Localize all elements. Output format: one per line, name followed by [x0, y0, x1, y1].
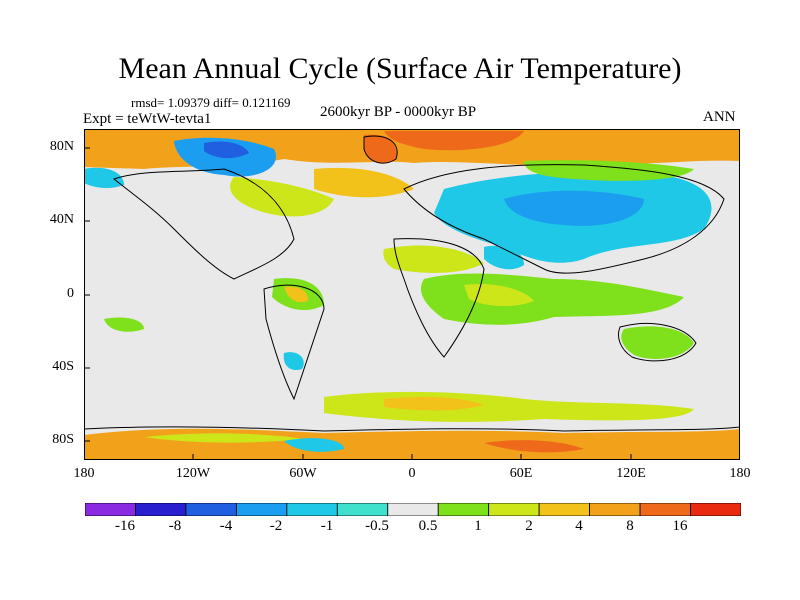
coastline-eurasia: [403, 164, 725, 274]
colorbar-swatch: [437, 503, 490, 516]
colorbar-label: 8: [626, 518, 634, 534]
antarctica-cool: [284, 438, 344, 452]
south-atlantic-cool: [283, 352, 304, 371]
greenland-orange: [364, 134, 398, 164]
coastline-south-america: [263, 284, 325, 401]
colorbar-swatch: [538, 503, 591, 516]
colorbar-swatch: [135, 503, 187, 516]
rmsd-diff-stats: rmsd= 1.09379 diff= 0.121169: [131, 95, 291, 110]
arctic-orange-patch: [384, 131, 524, 151]
colorbar-label: -1: [320, 518, 334, 534]
south-america-yellow: [284, 286, 309, 303]
alaska-cool: [84, 167, 124, 189]
x-tick-label-0: 0: [408, 466, 416, 481]
coastline-africa: [393, 238, 485, 358]
colorbar-label: -0.5: [365, 518, 389, 534]
x-tick-label-60e: 60E: [509, 466, 533, 481]
colorbar-label: 0.5: [418, 518, 438, 534]
y-tick-label-40s: 40S: [52, 359, 74, 374]
colorbar-label: -8: [168, 518, 182, 534]
colorbar-swatch: [85, 503, 136, 516]
colorbar-label: 16: [672, 518, 688, 534]
experiment-label: Expt = teWtW-tevta1: [83, 111, 212, 127]
colorbar-label: 2: [525, 518, 533, 534]
coastline-greenland: [363, 135, 398, 164]
eurasia-cooler: [504, 190, 644, 226]
arabia-cool: [484, 245, 524, 270]
siberia-green: [524, 160, 694, 181]
north-america-deep-cool: [204, 141, 249, 159]
colorbar-label: 1: [474, 518, 482, 534]
indian-ocean-yellow: [464, 283, 534, 307]
coastline-antarctica: [84, 426, 740, 432]
x-tick-label-60w: 60W: [289, 466, 317, 481]
colorbar-swatch: [639, 503, 691, 516]
colorbar-swatch: [589, 503, 641, 516]
season-label: ANN: [703, 109, 736, 125]
map-title: Mean Annual Cycle (Surface Air Temperatu…: [118, 52, 682, 85]
x-tick-label-120e: 120E: [616, 466, 646, 481]
colorbar-swatch: [387, 503, 439, 516]
colorbar-label: -4: [219, 518, 233, 534]
colorbar-swatch: [185, 503, 237, 516]
colorbar-swatch: [690, 503, 741, 516]
colorbar-swatch: [286, 503, 338, 516]
antarctica-orange: [484, 440, 584, 453]
colorbar: [85, 503, 741, 516]
colorbar-label: 4: [575, 518, 583, 534]
y-tick-label-40n: 40N: [49, 212, 74, 227]
y-tick-label-0: 0: [67, 286, 74, 301]
pacific-green-patch: [104, 317, 144, 332]
antarctica-yellow: [144, 433, 304, 443]
colorbar-label: -2: [269, 518, 283, 534]
north-atlantic-warm: [314, 167, 414, 198]
x-tick-label-180w: 180: [73, 466, 95, 481]
x-tick-label-180e: 180: [729, 466, 751, 481]
colorbar-swatch: [235, 503, 288, 516]
period-label: 2600kyr BP - 0000kyr BP: [320, 104, 477, 120]
sahara-warm: [383, 245, 484, 273]
coastline-north-america: [112, 168, 295, 280]
colorbar-swatch: [488, 503, 540, 516]
colorbar-swatch: [336, 503, 389, 516]
map-frame: [84, 129, 740, 460]
y-tick-label-80s: 80S: [52, 432, 74, 447]
x-tick-label-120w: 120W: [175, 466, 211, 481]
australia-green: [621, 326, 694, 359]
coastline-australia: [618, 323, 697, 362]
southern-ocean-warm: [384, 397, 484, 411]
coastlines: [84, 135, 740, 432]
canada-warm: [230, 177, 334, 217]
y-tick-label-80n: 80N: [49, 139, 74, 154]
temperature-anomaly-map: [84, 129, 740, 460]
colorbar-label: -16: [115, 518, 135, 534]
